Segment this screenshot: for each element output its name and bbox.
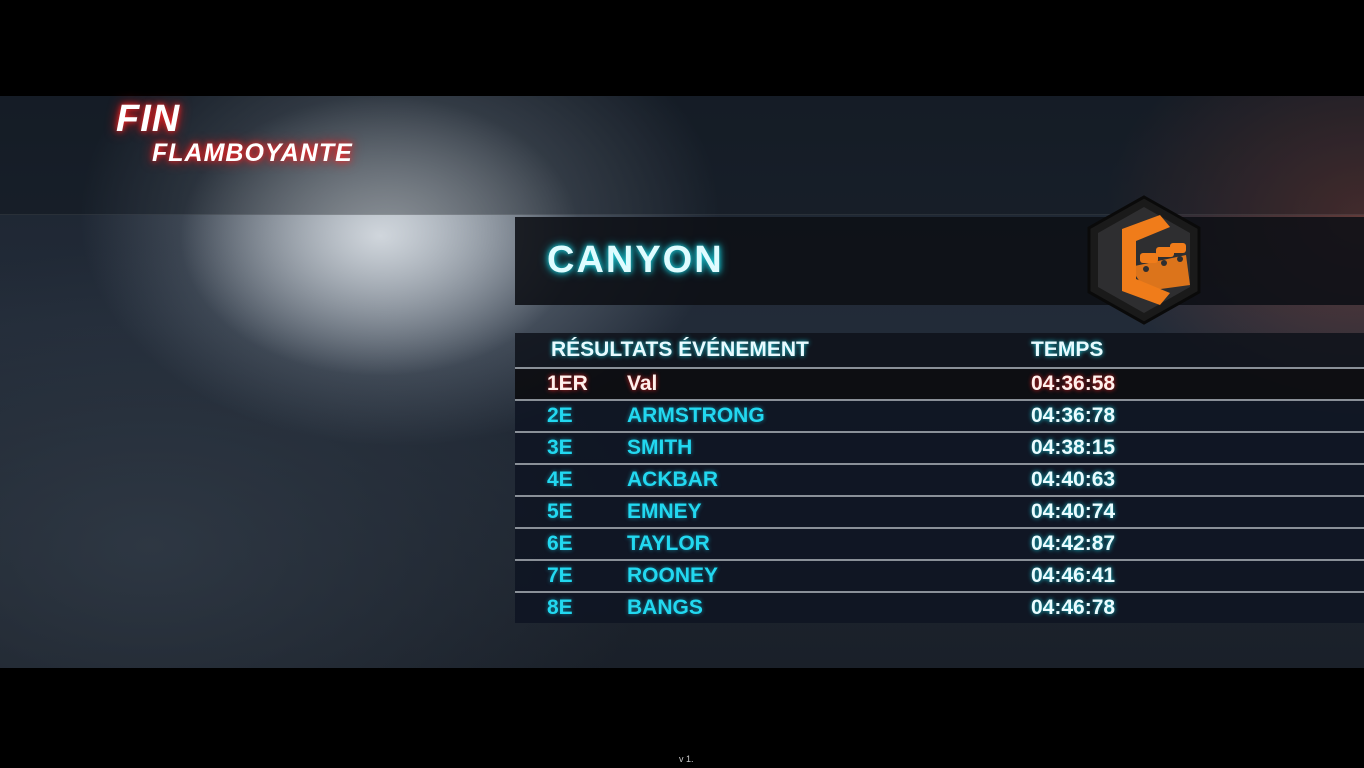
driver-name-cell: ACKBAR bbox=[627, 468, 718, 491]
driver-name-cell: ARMSTRONG bbox=[627, 404, 765, 427]
canyon-cars-hexagon-icon bbox=[1087, 195, 1201, 325]
time-cell: 04:46:41 bbox=[1031, 564, 1116, 587]
result-row: 7E ROONEY 04:46:41 bbox=[515, 561, 1364, 593]
result-row: 6E TAYLOR 04:42:87 bbox=[515, 529, 1364, 561]
driver-name-cell: BANGS bbox=[627, 596, 703, 619]
track-panel: CANYON bbox=[515, 217, 1364, 305]
time-cell: 04:36:78 bbox=[1031, 404, 1116, 427]
track-name: CANYON bbox=[547, 239, 724, 281]
position-cell: 3E bbox=[547, 436, 573, 459]
position-cell: 2E bbox=[547, 404, 573, 427]
time-cell: 04:36:58 bbox=[1031, 372, 1116, 395]
event-title-line1: FIN bbox=[116, 98, 181, 140]
time-cell: 04:38:15 bbox=[1031, 436, 1116, 459]
time-cell: 04:40:63 bbox=[1031, 468, 1116, 491]
position-cell: 7E bbox=[547, 564, 573, 587]
driver-name-cell: Val bbox=[627, 372, 658, 395]
time-cell: 04:42:87 bbox=[1031, 532, 1116, 555]
time-header: TEMPS bbox=[1031, 338, 1104, 361]
title-band bbox=[0, 96, 1364, 215]
results-table: RÉSULTATS ÉVÉNEMENT TEMPS 1ER Val 04:36:58… bbox=[515, 333, 1364, 623]
position-cell: 4E bbox=[547, 468, 573, 491]
result-row: 5E EMNEY 04:40:74 bbox=[515, 497, 1364, 529]
event-results-header: RÉSULTATS ÉVÉNEMENT bbox=[551, 338, 809, 361]
position-cell: 8E bbox=[547, 596, 573, 619]
result-row: 1ER Val 04:36:58 bbox=[515, 369, 1364, 401]
result-row: 8E BANGS 04:46:78 bbox=[515, 593, 1364, 623]
position-cell: 5E bbox=[547, 500, 573, 523]
version-label: v 1. bbox=[679, 754, 694, 764]
results-table-header: RÉSULTATS ÉVÉNEMENT TEMPS bbox=[515, 333, 1364, 369]
result-row: 4E ACKBAR 04:40:63 bbox=[515, 465, 1364, 497]
result-row: 3E SMITH 04:38:15 bbox=[515, 433, 1364, 465]
driver-name-cell: TAYLOR bbox=[627, 532, 710, 555]
driver-name-cell: ROONEY bbox=[627, 564, 719, 587]
event-title-line2: FLAMBOYANTE bbox=[152, 139, 353, 167]
result-row: 2E ARMSTRONG 04:36:78 bbox=[515, 401, 1364, 433]
position-cell: 6E bbox=[547, 532, 573, 555]
time-cell: 04:40:74 bbox=[1031, 500, 1116, 523]
time-cell: 04:46:78 bbox=[1031, 596, 1116, 619]
driver-name-cell: EMNEY bbox=[627, 500, 702, 523]
driver-name-cell: SMITH bbox=[627, 436, 693, 459]
position-cell: 1ER bbox=[547, 372, 588, 395]
